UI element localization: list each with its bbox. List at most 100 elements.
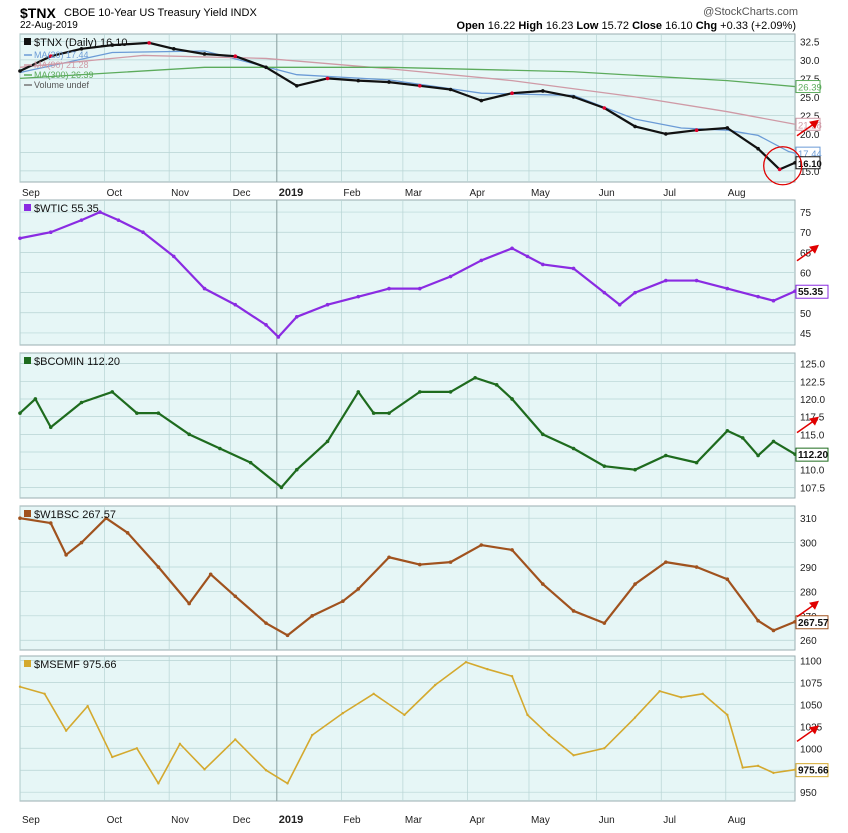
price-point [187,432,191,437]
price-point [771,298,776,303]
y-tick-label: 1050 [800,700,823,711]
price-point [234,738,237,741]
panel-background [19,352,796,499]
price-point [178,742,182,746]
ticker-symbol: $TNX [20,5,56,21]
series-line-ma90 [19,54,796,125]
price-point [341,599,345,603]
chg-label: Chg [695,20,718,32]
price-point [18,69,22,73]
y-tick-label: 1100 [800,656,822,667]
y-tick-label: 110.0 [800,466,825,477]
x-tick-label: Oct [107,815,123,826]
price-point [725,286,730,291]
price-point [248,460,253,465]
price-point [510,91,514,95]
legend-swatch [24,38,31,45]
price-point [43,692,46,695]
chart-header: $TNX CBOE 10-Year US Treasury Yield INDX… [0,0,848,34]
last-value-label: 21.28 [798,120,822,131]
y-tick-label: 260 [800,636,817,647]
y-tick-label: 122.5 [800,377,825,388]
price-point [356,587,361,591]
price-point [285,633,290,638]
price-point [633,124,637,129]
price-point [18,685,22,688]
price-point [202,286,207,291]
price-point [356,294,361,299]
legend-swatch [24,660,31,667]
price-point [448,274,453,279]
price-point [371,411,376,415]
price-point [740,436,745,440]
price-point [147,41,151,45]
price-point [98,210,102,214]
price-point [494,383,499,387]
last-value-box [795,284,829,299]
price-point [694,278,699,283]
last-value-label: 975.66 [798,766,829,777]
x-tick-label: May [531,188,550,199]
price-point [156,565,161,569]
last-value-label: 17.44 [798,149,822,160]
y-tick-label: 115.0 [800,430,825,441]
price-point [602,290,607,295]
annotation-arrow-head [809,600,819,610]
price-point [233,54,238,58]
last-value-label: 112.20 [798,450,828,461]
price-point [18,411,22,415]
price-point [286,782,289,785]
y-tick-label: 30.0 [800,56,820,67]
price-point [664,453,668,458]
price-point [264,323,268,327]
price-point [218,446,222,451]
low-value: 15.72 [601,20,630,32]
price-point [18,516,22,521]
price-point [664,560,668,564]
price-point [571,95,576,99]
price-point [79,400,84,405]
panel-legend-title: $WTIC 55.35 [34,203,99,215]
price-point [64,553,68,557]
price-point [479,98,484,103]
y-tick-label: 300 [800,539,817,550]
price-point [571,609,576,613]
price-point [325,76,330,81]
price-point [756,764,760,768]
y-tick-label: 70 [800,228,812,239]
price-point [756,453,760,458]
low-label: Low [576,20,599,32]
x-tick-label: Feb [343,815,361,826]
price-point [48,425,53,430]
price-point [156,411,161,415]
panel-legend-title: $MSEMF 975.66 [34,659,117,671]
x-tick-label: Mar [405,815,423,826]
price-point [510,397,514,401]
legend-swatch [24,357,31,364]
price-point [387,80,391,84]
x-tick-label: Sep [22,815,40,826]
open-label: Open [456,20,485,32]
price-point [525,254,530,259]
y-tick-label: 45 [800,329,812,340]
price-point [725,126,730,130]
price-point [633,467,637,472]
price-point [464,660,468,664]
price-point [541,582,545,586]
x-tick-label: Nov [171,815,189,826]
price-point [756,618,760,623]
x-tick-label: Dec [233,815,251,826]
price-point [64,729,68,732]
price-point [448,87,453,92]
price-point [602,464,607,468]
price-point [479,258,484,263]
price-point [387,555,391,560]
price-point [233,302,238,307]
x-tick-label: Nov [171,188,189,199]
price-point [110,43,115,47]
price-point [116,218,121,222]
price-point [510,246,514,251]
chg-value: +0.33 (+2.09%) [720,20,796,32]
price-point [418,562,422,567]
